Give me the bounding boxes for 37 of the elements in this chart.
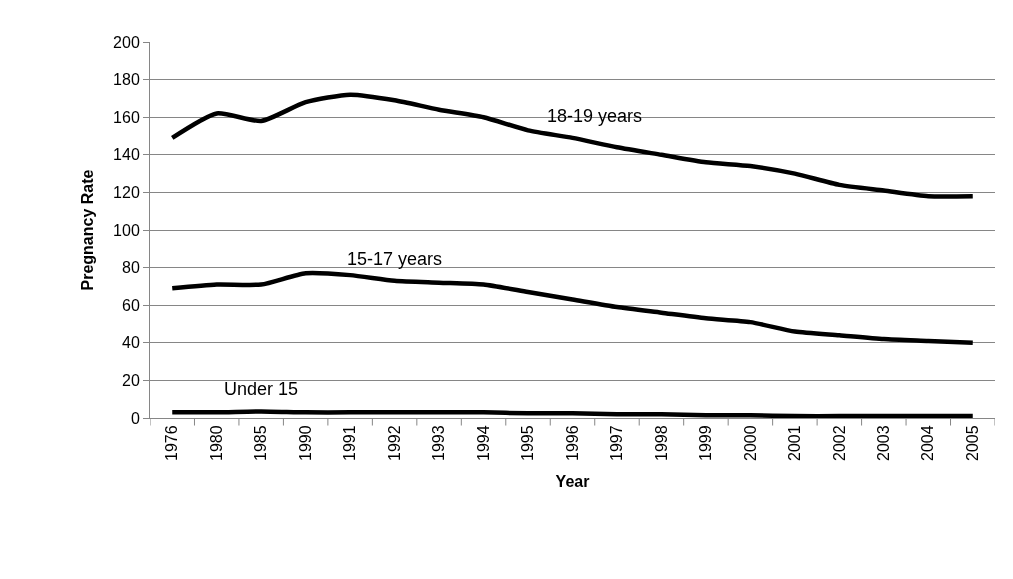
x-tick-label: 1994: [474, 425, 492, 461]
x-tick-label: 1996: [563, 425, 581, 461]
y-tick-label: 160: [113, 108, 140, 126]
x-tick-label: 1993: [430, 425, 448, 461]
x-tick-label: 1995: [519, 425, 537, 461]
y-tick-label: 180: [113, 71, 140, 89]
x-tick-label: 2000: [741, 425, 759, 461]
x-tick-label: 1980: [207, 425, 225, 461]
y-tick-label: 60: [122, 296, 140, 314]
x-tick-label: 1998: [652, 425, 670, 461]
x-tick-label: 2004: [919, 425, 937, 461]
y-tick-label: 20: [122, 372, 140, 389]
x-tick-label: 2005: [963, 425, 981, 461]
y-tick-label: 120: [113, 184, 140, 201]
line-series: [169, 92, 976, 199]
x-tick-label: 2003: [875, 425, 893, 461]
x-tick-label: 2001: [786, 425, 804, 461]
x-tick-label: 1976: [163, 425, 181, 461]
x-tick-label: 1997: [608, 425, 626, 461]
y-tick-label: 0: [130, 409, 140, 427]
series-label: 18-19 years: [547, 106, 643, 126]
x-tick-label: 1999: [697, 425, 715, 461]
x-axis-title: Year: [555, 472, 590, 490]
series-label: Under 15: [224, 379, 299, 399]
x-tick-label: 1990: [296, 425, 314, 461]
x-tick-label: 1992: [385, 425, 403, 461]
y-tick-label: 140: [113, 146, 140, 164]
y-tick-label: 100: [113, 221, 140, 239]
y-axis-title: Pregnancy Rate: [79, 169, 96, 291]
series-label: 15-17 years: [347, 249, 443, 269]
y-tick-label: 200: [113, 33, 140, 51]
y-tick-label: 80: [122, 259, 140, 277]
x-tick-label: 1991: [341, 425, 359, 461]
x-tick-label: 1985: [252, 425, 270, 461]
x-tick-label: 2002: [830, 425, 848, 461]
y-tick-label: 40: [122, 334, 140, 352]
line-series: [169, 270, 976, 346]
